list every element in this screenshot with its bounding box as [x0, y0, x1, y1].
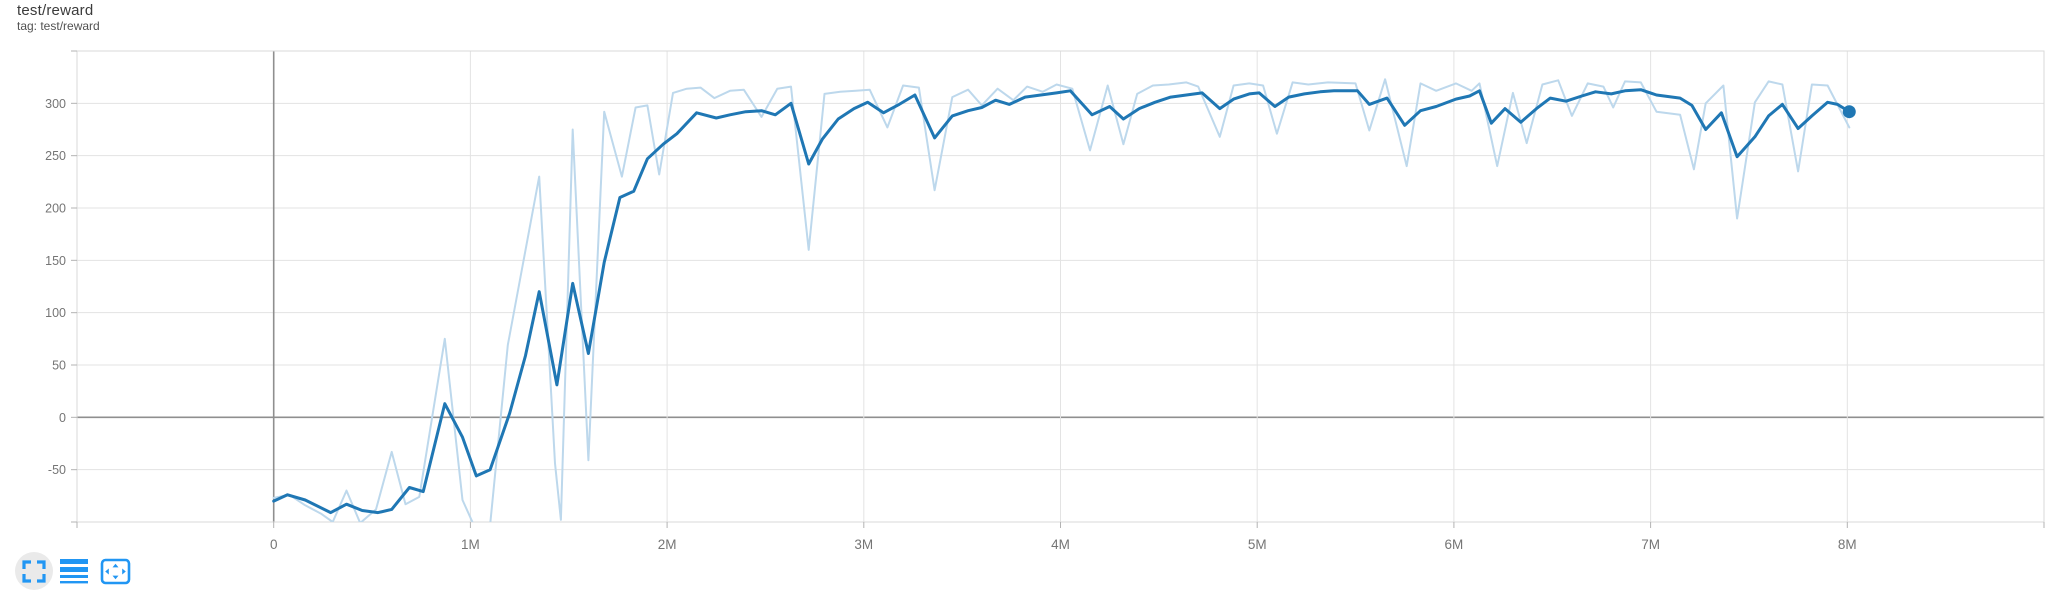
raw-series-line: [272, 78, 1851, 522]
fullscreen-icon: [22, 560, 46, 583]
x-axis-tick-label: 6M: [1445, 537, 1464, 552]
chart-title: test/reward: [17, 2, 94, 19]
button-hover-circle: [15, 552, 53, 590]
log-scale-icon: [60, 559, 88, 584]
x-axis-tick-label: 8M: [1838, 537, 1857, 552]
smoothed-series-line: [272, 88, 1851, 515]
fit-domain-button[interactable]: [100, 558, 131, 585]
x-axis-tick-label: 4M: [1051, 537, 1070, 552]
x-axis-tick-label: 1M: [461, 537, 480, 552]
y-axis-tick-label: 300: [45, 97, 66, 111]
x-axis-tick-label: 2M: [658, 537, 677, 552]
y-axis-tick-label: 200: [45, 202, 66, 216]
log-scale-button[interactable]: [60, 559, 88, 584]
final-point-dot[interactable]: [1842, 105, 1856, 119]
fullscreen-button[interactable]: [15, 552, 53, 590]
y-axis-tick-label: 0: [59, 411, 66, 425]
y-axis-tick-label: 150: [45, 254, 66, 268]
y-axis-tick-label: 50: [52, 359, 66, 373]
x-axis-tick-label: 3M: [854, 537, 873, 552]
x-axis-tick-label: 0: [270, 537, 278, 552]
x-axis-tick-label: 7M: [1641, 537, 1660, 552]
y-axis-tick-label: -50: [48, 463, 66, 477]
y-axis-tick-label: 100: [45, 306, 66, 320]
x-axis-tick-label: 5M: [1248, 537, 1267, 552]
y-axis-tick-label: 250: [45, 149, 66, 163]
fit-domain-icon: [100, 558, 131, 585]
chart-subtitle: tag: test/reward: [17, 19, 100, 33]
chart-toolbar: [15, 552, 131, 590]
